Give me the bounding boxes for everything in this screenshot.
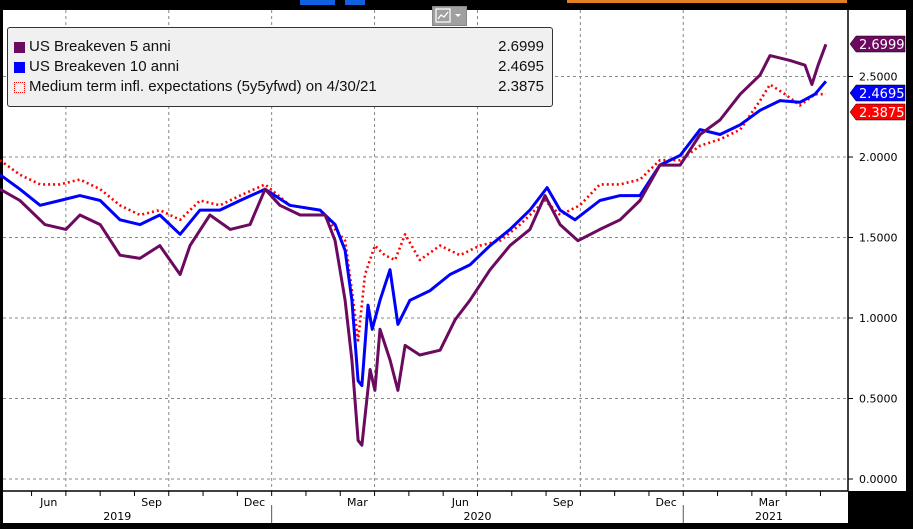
top-tab[interactable] bbox=[567, 0, 847, 3]
year-label: 2021 bbox=[755, 510, 783, 523]
x-tick-label: Mar bbox=[347, 496, 368, 509]
x-tick-label: Dec bbox=[655, 496, 676, 509]
chart-type-button[interactable] bbox=[432, 6, 467, 26]
y-tick-label: 0.0000 bbox=[859, 473, 898, 486]
last-value-tag bbox=[849, 35, 906, 53]
last-value-tag bbox=[849, 84, 906, 102]
year-label: 2020 bbox=[463, 510, 491, 523]
legend-swatch bbox=[14, 81, 25, 93]
y-tick-label: 0.5000 bbox=[859, 393, 898, 406]
legend-item-10y[interactable]: US Breakeven 10 anni 2.4695 bbox=[14, 57, 544, 77]
legend-swatch bbox=[14, 41, 25, 53]
series-line-1 bbox=[0, 80, 828, 388]
y-tick-label: 2.5000 bbox=[859, 71, 898, 84]
legend-value: 2.3875 bbox=[498, 78, 544, 95]
x-axis-area bbox=[3, 491, 848, 523]
x-tick-label: Sep bbox=[141, 496, 162, 509]
legend-item-5y[interactable]: US Breakeven 5 anni 2.6999 bbox=[14, 37, 544, 57]
x-tick-label: Jun bbox=[39, 496, 57, 509]
last-value-label: 2.6999 bbox=[859, 38, 905, 53]
x-tick-label: Dec bbox=[244, 496, 265, 509]
legend-value: 2.6999 bbox=[498, 38, 544, 55]
y-tick-label: 1.0000 bbox=[859, 312, 898, 325]
line-chart-icon bbox=[435, 8, 461, 23]
legend-label: US Breakeven 10 anni bbox=[29, 58, 180, 75]
y-tick-label: 1.5000 bbox=[859, 232, 898, 245]
last-value-label: 2.3875 bbox=[859, 106, 905, 121]
legend-item-5y5y[interactable]: Medium term infl. expectations (5y5yfwd)… bbox=[14, 77, 544, 97]
top-tab[interactable] bbox=[300, 0, 335, 5]
legend-label: Medium term infl. expectations (5y5yfwd)… bbox=[29, 78, 377, 95]
x-tick-label: Sep bbox=[553, 496, 574, 509]
series-line-0 bbox=[0, 43, 828, 447]
year-label: 2019 bbox=[103, 510, 131, 523]
x-tick-label: Mar bbox=[759, 496, 780, 509]
legend-label: US Breakeven 5 anni bbox=[29, 38, 171, 55]
legend-swatch bbox=[14, 61, 25, 73]
legend-value: 2.4695 bbox=[498, 58, 544, 75]
last-value-label: 2.4695 bbox=[859, 87, 905, 102]
top-tab[interactable] bbox=[345, 0, 365, 5]
chart-legend: US Breakeven 5 anni 2.6999 US Breakeven … bbox=[7, 27, 553, 107]
y-tick-label: 2.0000 bbox=[859, 151, 898, 164]
x-tick-label: Jun bbox=[451, 496, 469, 509]
last-value-tag bbox=[849, 103, 906, 121]
dropdown-arrow-icon bbox=[455, 14, 461, 17]
